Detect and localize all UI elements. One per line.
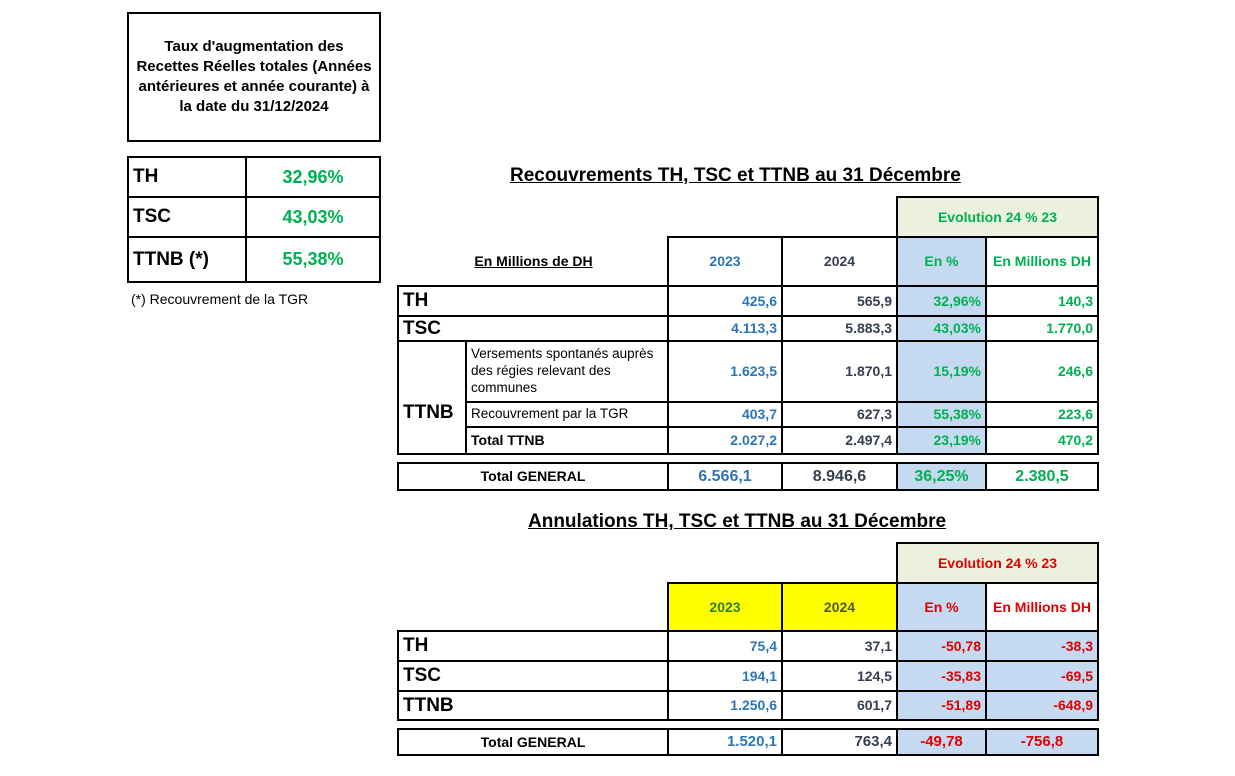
cell: 565,9 <box>781 285 898 317</box>
cell: 36,25% <box>896 462 987 491</box>
cell: 2.027,2 <box>667 426 783 455</box>
cell: 4.113,3 <box>667 315 783 342</box>
cell: -51,89 <box>896 690 987 721</box>
cell: 75,4 <box>667 630 783 662</box>
cell: 1.520,1 <box>667 728 783 756</box>
header-2023: 2023 <box>667 582 783 632</box>
cell: 470,2 <box>985 426 1099 455</box>
row-label-total-ttnb: Total TTNB <box>465 426 669 455</box>
cell: -38,3 <box>985 630 1099 662</box>
cell: 32,96% <box>896 285 987 317</box>
cell: 403,7 <box>667 401 783 428</box>
row-label-total-general: Total GENERAL <box>397 728 669 756</box>
summary-label-ttnb: TTNB (*) <box>127 236 247 283</box>
cell: -648,9 <box>985 690 1099 721</box>
summary-label-tsc: TSC <box>127 196 247 238</box>
cell: -50,78 <box>896 630 987 662</box>
row-label-total-general: Total GENERAL <box>397 462 669 491</box>
cell: 1.250,6 <box>667 690 783 721</box>
row-label-versements: Versements spontanés auprès des régies r… <box>465 340 669 403</box>
cell: 601,7 <box>781 690 898 721</box>
cell: 140,3 <box>985 285 1099 317</box>
cell: 5.883,3 <box>781 315 898 342</box>
cell: 246,6 <box>985 340 1099 403</box>
cell: 43,03% <box>896 315 987 342</box>
evolution-header-annulations: Evolution 24 % 23 <box>896 542 1099 584</box>
summary-label-th: TH <box>127 156 247 198</box>
evolution-header: Evolution 24 % 23 <box>896 196 1099 238</box>
cell: 1.623,5 <box>667 340 783 403</box>
header-2024: 2024 <box>781 582 898 632</box>
summary-value-th: 32,96% <box>245 156 381 198</box>
annulations-title: Annulations TH, TSC et TTNB au 31 Décemb… <box>528 511 947 532</box>
row-label-tgr: Recouvrement par la TGR <box>465 401 669 428</box>
cell: 37,1 <box>781 630 898 662</box>
summary-value-tsc: 43,03% <box>245 196 381 238</box>
row-label-th: TH <box>397 285 669 317</box>
row-label-tsc: TSC <box>397 660 669 692</box>
cell: 2.497,4 <box>781 426 898 455</box>
unit-label: En Millions de DH <box>474 252 593 269</box>
footnote: (*) Recouvrement de la TGR <box>131 291 309 307</box>
cell: 425,6 <box>667 285 783 317</box>
cell: 1.770,0 <box>985 315 1099 342</box>
header-2024: 2024 <box>781 236 898 287</box>
row-label-ttnb: TTNB <box>397 690 669 721</box>
cell: -35,83 <box>896 660 987 692</box>
row-label-tsc: TSC <box>397 315 669 342</box>
row-label-th: TH <box>397 630 669 662</box>
cell: 223,6 <box>985 401 1099 428</box>
row-label-ttnb: TTNB <box>397 340 467 455</box>
cell: 55,38% <box>896 401 987 428</box>
cell: -69,5 <box>985 660 1099 692</box>
header-millions: En Millions DH <box>985 236 1099 287</box>
header-2023: 2023 <box>667 236 783 287</box>
cell: 1.870,1 <box>781 340 898 403</box>
cell: 627,3 <box>781 401 898 428</box>
cell: 763,4 <box>781 728 898 756</box>
header-pct: En % <box>896 582 987 632</box>
cell: 8.946,6 <box>781 462 898 491</box>
cell: 23,19% <box>896 426 987 455</box>
cell: 15,19% <box>896 340 987 403</box>
header-millions: En Millions DH <box>985 582 1099 632</box>
summary-title: Taux d'augmentation des Recettes Réelles… <box>127 12 381 142</box>
summary-value-ttnb: 55,38% <box>245 236 381 283</box>
cell: -49,78 <box>896 728 987 756</box>
cell: 124,5 <box>781 660 898 692</box>
header-pct: En % <box>896 236 987 287</box>
cell: 6.566,1 <box>667 462 783 491</box>
recouvrements-title: Recouvrements TH, TSC et TTNB au 31 Déce… <box>510 165 961 186</box>
cell: 194,1 <box>667 660 783 692</box>
cell: 2.380,5 <box>985 462 1099 491</box>
cell: -756,8 <box>985 728 1099 756</box>
